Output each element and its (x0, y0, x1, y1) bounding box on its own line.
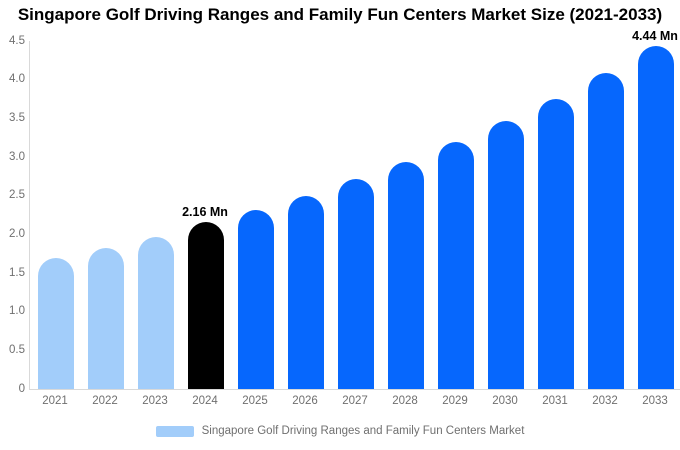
x-axis-label-2033: 2033 (642, 395, 668, 407)
bar-2025[interactable] (238, 210, 274, 389)
bar-2021[interactable] (38, 258, 74, 389)
bar-2029[interactable] (438, 142, 474, 389)
bar-2027[interactable] (338, 179, 374, 389)
x-axis-label-2026: 2026 (292, 395, 318, 407)
value-label-2033: 4.44 Mn (632, 28, 678, 43)
y-tick-label: 2.0 (9, 227, 25, 240)
bar-2032[interactable] (588, 73, 624, 389)
y-tick-label: 2.5 (9, 189, 25, 202)
bar-2033[interactable] (638, 46, 674, 389)
x-axis-label-2024: 2024 (192, 395, 218, 407)
y-tick-label: 1.5 (9, 266, 25, 279)
plot-area (29, 41, 680, 390)
value-label-2024: 2.16 Mn (182, 204, 228, 219)
bar-2030[interactable] (488, 121, 524, 389)
bar-2023[interactable] (138, 237, 174, 389)
y-tick-label: 4.0 (9, 73, 25, 86)
legend-label: Singapore Golf Driving Ranges and Family… (201, 425, 525, 437)
chart-title: Singapore Golf Driving Ranges and Family… (17, 5, 663, 24)
bar-2022[interactable] (88, 248, 124, 389)
x-axis-label-2021: 2021 (42, 395, 68, 407)
x-axis-label-2030: 2030 (492, 395, 518, 407)
y-tick-label: 3.5 (9, 111, 25, 124)
bar-2028[interactable] (388, 162, 424, 389)
x-axis-label-2025: 2025 (242, 395, 268, 407)
x-axis-label-2029: 2029 (442, 395, 468, 407)
legend: Singapore Golf Driving Ranges and Family… (0, 425, 680, 437)
y-tick-label: 1.0 (9, 305, 25, 318)
y-tick-label: 4.5 (9, 34, 25, 47)
y-tick-label: 0.5 (9, 343, 25, 356)
x-axis-label-2022: 2022 (92, 395, 118, 407)
y-tick-label: 0 (18, 382, 25, 395)
legend-item[interactable]: Singapore Golf Driving Ranges and Family… (155, 425, 525, 437)
y-tick-label: 3.0 (9, 150, 25, 163)
legend-swatch (155, 425, 194, 437)
x-axis-label-2031: 2031 (542, 395, 568, 407)
bar-2024[interactable] (188, 222, 224, 389)
bar-2026[interactable] (288, 196, 324, 389)
x-axis-label-2028: 2028 (392, 395, 418, 407)
x-axis-label-2032: 2032 (592, 395, 618, 407)
bar-2031[interactable] (538, 99, 574, 389)
x-axis-label-2027: 2027 (342, 395, 368, 407)
x-axis-label-2023: 2023 (142, 395, 168, 407)
